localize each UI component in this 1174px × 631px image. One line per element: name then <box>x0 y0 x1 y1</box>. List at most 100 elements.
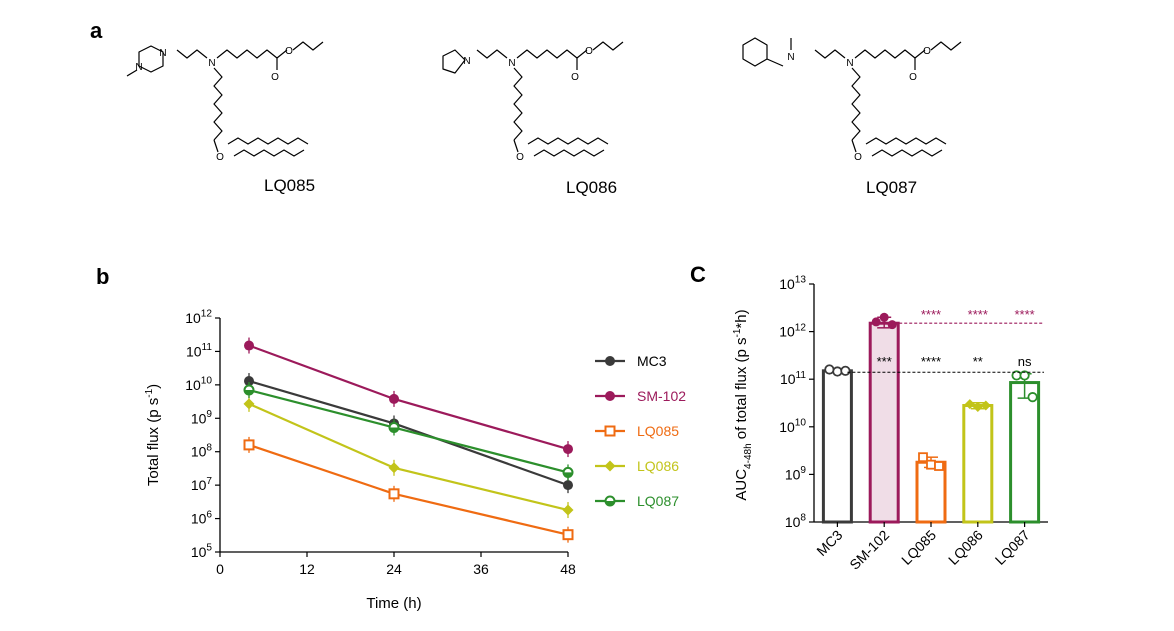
x-tick-label: 48 <box>560 561 576 577</box>
y-tick-label: 108 <box>785 513 807 530</box>
amine-nitrogen-label: N <box>787 52 794 63</box>
legend-label-sm-102: SM-102 <box>637 388 686 404</box>
branch-bond <box>930 41 962 51</box>
ester-bond <box>213 139 219 153</box>
data-point <box>871 317 881 327</box>
chemical-structures <box>126 37 962 157</box>
molecule-name-lq085: LQ085 <box>264 176 316 195</box>
y-tick-label: 1011 <box>186 342 212 359</box>
y-tick-label: 108 <box>191 442 213 459</box>
tail-bond <box>233 149 305 157</box>
nitrogen-atom-label: N <box>508 58 515 69</box>
ring-nitrogen-label: N <box>159 48 166 59</box>
significance-label: **** <box>1014 307 1034 322</box>
ring-nitrogen-label: N <box>135 62 142 73</box>
data-point <box>980 400 991 411</box>
x-tick-label: 24 <box>386 561 402 577</box>
y-tick-label: 105 <box>191 543 213 560</box>
chemical-atom-labels: N O O O N N N O O O N N O O O N <box>135 46 931 163</box>
data-point <box>1019 370 1030 381</box>
legend-label-lq087: LQ087 <box>637 493 679 509</box>
y-tick-label: 1010 <box>185 376 212 393</box>
oxygen-atom-label: O <box>923 46 931 57</box>
ester-oxygen-label: O <box>854 152 862 163</box>
y-tick-label: 1012 <box>185 309 212 326</box>
data-point <box>832 366 843 377</box>
legend-marker <box>605 391 615 401</box>
legend-label-mc3: MC3 <box>637 353 667 369</box>
data-point-lq086 <box>243 398 255 410</box>
y-tick-label: 1013 <box>779 275 806 292</box>
carbonyl-oxygen-label: O <box>571 72 579 83</box>
y-tick-label: 107 <box>191 476 213 493</box>
significance-label: **** <box>921 354 941 369</box>
data-point-lq087 <box>389 427 399 433</box>
data-point <box>887 320 897 330</box>
legend-marker <box>604 460 616 472</box>
right-chain-bond <box>216 49 288 59</box>
legend-marker <box>605 356 615 366</box>
right-chain-bond <box>516 49 588 59</box>
significance-label: **** <box>968 307 988 322</box>
data-point <box>879 312 889 322</box>
nitrogen-atom-label: N <box>208 58 215 69</box>
pyrrolidine-ring <box>442 49 466 74</box>
data-point <box>934 461 944 471</box>
data-point-lq086 <box>388 462 400 474</box>
y-tick-label: 1011 <box>780 370 806 387</box>
y-tick-label: 109 <box>191 409 213 426</box>
data-point-lq085 <box>562 529 574 541</box>
data-point <box>918 452 928 463</box>
benzyl-bond <box>766 58 784 67</box>
molecule-name-lq086: LQ086 <box>566 178 618 197</box>
significance-label: *** <box>877 354 892 369</box>
panel-label-a: a <box>90 18 103 43</box>
bar-lq086 <box>962 404 994 524</box>
down-chain-bond <box>851 67 861 141</box>
data-point-sm-102 <box>389 393 399 404</box>
y-tick-label: 1010 <box>779 418 806 435</box>
line-chart-panel-b: 0 12 24 36 48 105 106 107 108 109 1010 1011 1012 Time… <box>144 309 686 612</box>
tail-bond <box>533 149 605 157</box>
nitrogen-atom-label: N <box>846 58 853 69</box>
x-tick-label-lq085: LQ085 <box>898 527 939 568</box>
x-tick-label: 12 <box>299 561 315 577</box>
ester-bond <box>513 139 519 153</box>
data-point-lq085 <box>388 488 400 500</box>
branch-bond <box>592 41 624 51</box>
ester-bond <box>851 139 857 153</box>
y-axis-label: Total flux (p s-1) <box>144 384 162 486</box>
series-line-mc3 <box>248 379 569 487</box>
tail-bond <box>227 137 309 145</box>
y-tick-label: 109 <box>785 465 807 482</box>
data-point <box>1027 392 1038 403</box>
carbonyl-oxygen-label: O <box>271 72 279 83</box>
bar-chart-panel-c: 108 109 1010 1011 1012 1013 AUC4-48h of total … <box>732 275 1048 573</box>
data-point-lq087 <box>563 472 573 477</box>
data-point <box>972 402 983 413</box>
panel-label-c: C <box>690 262 706 287</box>
bar-lq087 <box>1009 381 1041 524</box>
data-point <box>926 459 936 470</box>
benzene-ring <box>742 37 768 67</box>
data-point-lq085 <box>243 439 255 451</box>
panel-label-b: b <box>96 264 110 289</box>
significance-label: ** <box>973 354 983 369</box>
ester-oxygen-label: O <box>516 152 524 163</box>
tail-bond <box>527 137 609 145</box>
data-point-mc3 <box>244 376 254 387</box>
legend-marker <box>604 425 616 437</box>
data-point-lq086 <box>562 504 574 516</box>
x-tick-label: 0 <box>216 561 224 577</box>
data-point <box>824 364 835 375</box>
significance-label: ns <box>1018 354 1032 369</box>
y-tick-label: 1012 <box>779 322 806 339</box>
head-chain-bond <box>176 49 208 59</box>
head-chain-bond <box>476 49 508 59</box>
tail-bond <box>865 137 947 145</box>
data-point-mc3 <box>563 480 573 491</box>
significance-label: **** <box>921 307 941 322</box>
x-tick-label-sm-102: SM-102 <box>846 527 892 573</box>
oxygen-atom-label: O <box>285 46 293 57</box>
